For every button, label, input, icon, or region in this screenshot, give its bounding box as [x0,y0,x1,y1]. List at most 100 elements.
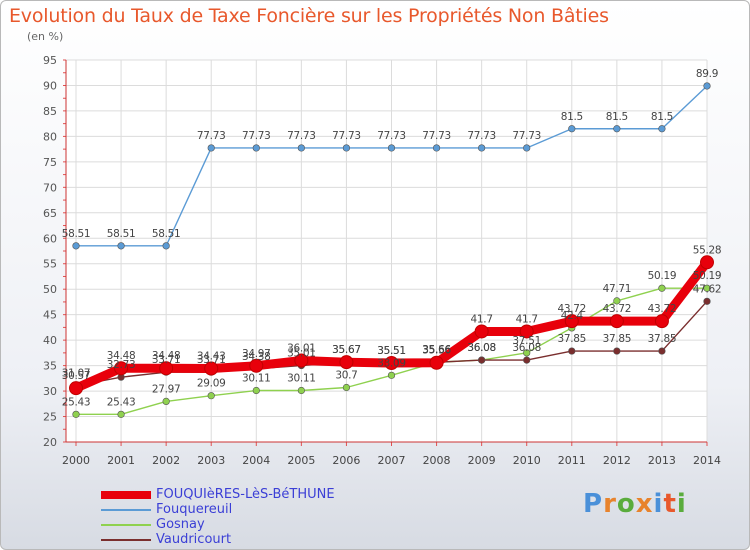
y-tick-label: 85 [43,105,57,118]
data-point-fouqui-res-l-s-b-thune [204,361,219,376]
y-tick-label: 70 [43,181,57,194]
data-point-fouquereuil [297,144,305,152]
data-label-gosnay: 36.08 [467,342,496,354]
y-tick-label: 80 [43,130,57,143]
data-point-fouqui-res-l-s-b-thune [114,361,129,376]
x-tick-label: 2008 [423,454,451,467]
data-label-gosnay: 33.09 [377,357,406,369]
data-label-gosnay: 30.11 [287,373,316,385]
data-label-gosnay: 25.43 [62,396,91,408]
data-label-fouqui-res-l-s-b-thune: 34.43 [197,351,226,363]
data-point-gosnay [252,386,260,395]
data-point-fouqui-res-l-s-b-thune [159,361,174,376]
y-tick-label: 60 [43,232,57,245]
data-label-vaudricourt: 35.67 [332,344,361,356]
data-point-vaudricourt [478,356,486,364]
data-label-fouqui-res-l-s-b-thune: 35.56 [422,345,451,357]
data-label-vaudricourt: 36.08 [467,342,496,354]
data-label-fouquereuil: 77.73 [197,130,226,142]
data-label-fouquereuil: 81.5 [651,111,673,123]
data-point-fouqui-res-l-s-b-thune [474,324,489,339]
y-tick-label: 95 [43,54,57,67]
data-point-fouqui-res-l-s-b-thune [69,381,83,396]
data-point-gosnay [162,397,170,406]
data-point-fouquereuil [252,144,260,152]
x-tick-label: 2006 [332,454,360,467]
data-label-vaudricourt: 35.51 [377,345,406,357]
x-tick-label: 2002 [152,454,180,467]
data-point-fouqui-res-l-s-b-thune [609,314,624,329]
logo-letter: P [583,489,604,519]
x-tick-label: 2001 [107,454,135,467]
data-point-gosnay [613,297,621,305]
data-point-gosnay [658,284,666,292]
data-point-vaudricourt [523,356,531,364]
data-point-fouqui-res-l-s-b-thune [519,324,534,339]
data-label-gosnay: 47.71 [603,283,632,295]
data-point-gosnay [72,410,80,418]
data-label-fouquereuil: 58.51 [152,228,181,240]
x-tick-label: 2012 [603,454,631,467]
data-label-vaudricourt: 37.85 [648,333,677,345]
data-point-vaudricourt [568,347,576,355]
chart-title: Evolution du Taux de Taxe Foncière sur l… [9,5,609,27]
x-tick-label: 2014 [693,454,721,467]
data-label-fouqui-res-l-s-b-thune: 43.72 [648,303,677,315]
data-point-gosnay [207,392,215,400]
data-label-gosnay: 29.09 [197,378,226,390]
x-tick-label: 2000 [62,454,90,467]
y-tick-label: 45 [43,309,57,322]
legend-label: Gosnay [156,517,205,532]
x-tick-label: 2007 [378,454,406,467]
logo-letter: t [663,489,677,519]
data-label-fouquereuil: 89.9 [696,68,718,80]
data-point-fouqui-res-l-s-b-thune [654,314,669,329]
x-tick-label: 2003 [197,454,225,467]
data-label-fouqui-res-l-s-b-thune: 41.7 [471,313,493,325]
legend-swatch [101,524,151,526]
x-tick-label: 2005 [287,454,315,467]
data-point-vaudricourt [658,347,666,355]
data-point-fouquereuil [207,144,215,152]
legend-swatch [101,539,151,541]
data-label-vaudricourt: 37.85 [558,333,587,345]
data-label-fouquereuil: 77.73 [287,130,316,142]
data-point-fouquereuil [523,144,531,152]
y-tick-label: 90 [43,79,57,92]
data-label-fouqui-res-l-s-b-thune: 43.72 [558,303,587,315]
data-point-fouquereuil [387,144,396,152]
data-label-gosnay: 37.51 [512,335,541,347]
data-point-fouqui-res-l-s-b-thune [564,314,579,329]
data-point-fouqui-res-l-s-b-thune [700,255,714,270]
data-label-fouquereuil: 81.5 [561,111,583,123]
data-label-gosnay: 27.97 [152,383,181,395]
data-label-gosnay: 25.43 [107,396,136,408]
data-label-fouqui-res-l-s-b-thune: 34.48 [152,350,181,362]
data-point-fouquereuil [342,144,351,152]
logo-letter: i [653,489,664,519]
proxiti-logo: Proxiti [583,489,687,519]
legend-label: FOUQUIèRES-LèS-BéTHUNE [156,487,335,502]
data-label-fouqui-res-l-s-b-thune: 35.67 [332,344,361,356]
data-label-vaudricourt: 36.08 [512,342,541,354]
data-label-gosnay: 30.7 [335,370,357,382]
data-label-fouquereuil: 58.51 [107,228,136,240]
data-point-gosnay [703,284,711,292]
data-label-gosnay: 35.66 [422,344,451,356]
y-tick-label: 30 [43,385,57,398]
data-label-fouqui-res-l-s-b-thune: 55.28 [693,244,722,256]
data-label-fouquereuil: 58.51 [62,228,91,240]
data-label-fouquereuil: 77.73 [332,130,361,142]
data-label-fouquereuil: 81.5 [606,111,628,123]
y-tick-label: 55 [43,258,57,271]
data-label-fouquereuil: 77.73 [242,130,271,142]
data-label-gosnay: 50.19 [648,270,677,282]
data-label-gosnay: 50.19 [693,270,722,282]
y-tick-label: 40 [43,334,57,347]
y-tick-label: 50 [43,283,57,296]
legend-swatch [101,509,151,511]
data-label-fouquereuil: 77.73 [467,130,496,142]
logo-letter: o [616,489,636,519]
data-point-fouquereuil [568,125,576,133]
